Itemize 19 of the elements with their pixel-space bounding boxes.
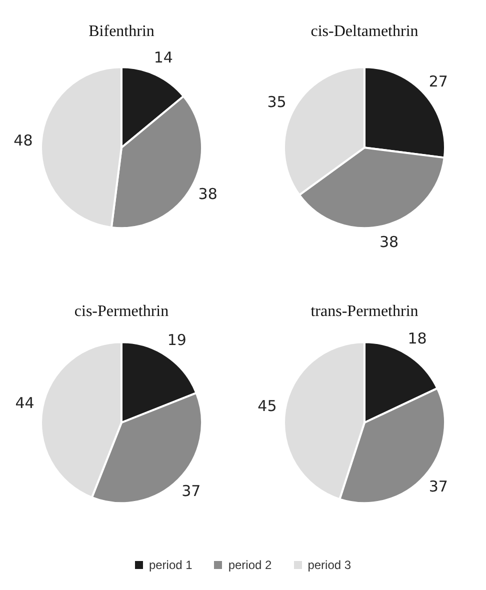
data-label: 35 xyxy=(267,92,286,111)
chart-title: trans-Permethrin xyxy=(310,302,418,320)
data-label: 27 xyxy=(428,72,448,90)
legend-label: period 2 xyxy=(228,558,272,572)
chart-title: Bifenthrin xyxy=(88,22,154,40)
data-label: 38 xyxy=(198,184,218,203)
chart-title: cis-Deltamethrin xyxy=(310,22,418,40)
chart-title: cis-Permethrin xyxy=(74,302,169,320)
data-label: 44 xyxy=(15,394,34,412)
data-label: 48 xyxy=(14,131,33,150)
data-label: 37 xyxy=(428,478,448,496)
legend-label: period 1 xyxy=(148,558,192,572)
data-label: 37 xyxy=(182,482,201,500)
data-label: 18 xyxy=(408,329,427,348)
data-label: 45 xyxy=(258,397,277,416)
data-label: 14 xyxy=(154,48,173,66)
data-label: 19 xyxy=(167,331,186,350)
legend-label: period 3 xyxy=(308,558,352,572)
data-label: 38 xyxy=(379,232,399,251)
